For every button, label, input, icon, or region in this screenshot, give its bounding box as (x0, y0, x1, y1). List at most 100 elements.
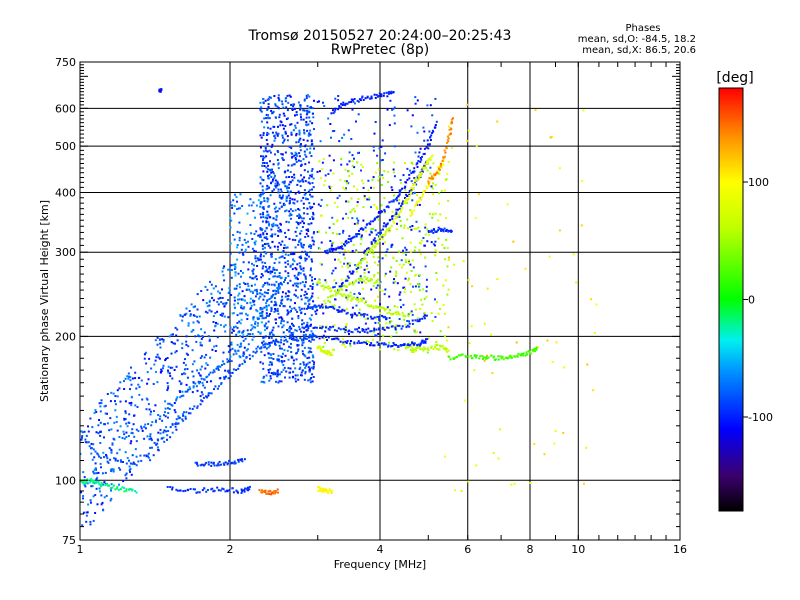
echo-point (282, 320, 285, 323)
echo-point (302, 109, 305, 112)
echo-point (376, 315, 379, 318)
echo-point (395, 213, 398, 216)
echo-point (259, 228, 262, 231)
echo-point (392, 91, 395, 94)
echo-point (98, 402, 101, 405)
echo-point (396, 324, 399, 327)
echo-point (399, 211, 402, 214)
echo-point (513, 482, 516, 485)
echo-point (303, 284, 306, 287)
echo-point (266, 131, 269, 134)
stats-x-mode: mean, sd,X: 86.5, 20.6 (582, 45, 696, 56)
echo-point (378, 340, 381, 343)
echo-point (385, 91, 388, 94)
echo-point (112, 484, 115, 487)
echo-point (387, 344, 390, 347)
echo-point (347, 276, 350, 279)
echo-point (300, 371, 303, 374)
echo-point (212, 299, 215, 302)
echo-point (309, 381, 312, 384)
echo-point (282, 305, 285, 308)
echo-point (316, 101, 319, 103)
echo-point (214, 324, 217, 327)
echo-point (174, 411, 177, 414)
echo-point (331, 489, 334, 492)
echo-point (343, 133, 346, 136)
echo-point (412, 171, 415, 174)
echo-point (413, 328, 416, 331)
echo-point (150, 439, 153, 442)
echo-point (265, 188, 268, 191)
echo-point (326, 339, 328, 341)
echo-point (292, 201, 295, 204)
echo-point (372, 284, 375, 287)
echo-point (366, 304, 369, 307)
echo-point (125, 489, 128, 492)
echo-point (310, 258, 313, 261)
echo-point (338, 251, 341, 254)
echo-point (430, 155, 433, 158)
echo-point (285, 186, 288, 189)
echo-point (376, 280, 379, 283)
echo-point (406, 324, 409, 327)
echo-point (306, 362, 309, 365)
echo-point (404, 323, 407, 326)
echo-point (356, 330, 359, 333)
echo-point (299, 266, 302, 269)
echo-point (272, 268, 275, 271)
echo-point (414, 96, 417, 99)
echo-point (311, 338, 314, 341)
echo-point (435, 272, 438, 274)
echo-point (331, 130, 334, 133)
echo-point (393, 106, 396, 109)
echo-point (384, 274, 387, 277)
echo-point (395, 311, 398, 314)
echo-point (320, 350, 323, 353)
echo-point (267, 490, 270, 493)
echo-point (307, 223, 310, 225)
echo-point (271, 333, 274, 336)
echo-point (262, 157, 265, 160)
echo-point (323, 184, 326, 187)
echo-point (91, 485, 94, 488)
echo-point (258, 292, 261, 295)
echo-point (372, 344, 375, 347)
echo-point (200, 377, 203, 380)
echo-point (276, 287, 279, 289)
echo-point (267, 198, 270, 201)
echo-point (89, 480, 92, 483)
echo-point (349, 342, 352, 345)
echo-point (289, 190, 292, 193)
echo-point (230, 360, 233, 363)
echo-point (275, 206, 278, 209)
echo-point (205, 376, 208, 379)
echo-point (406, 218, 409, 221)
y-tick-label: 300 (55, 246, 76, 259)
echo-point (149, 446, 152, 449)
echo-point (410, 190, 413, 193)
echo-point (218, 460, 221, 463)
echo-point (172, 342, 175, 345)
echo-point (283, 138, 286, 141)
echo-point (95, 431, 98, 434)
echo-point (92, 519, 95, 522)
echo-point (144, 423, 147, 426)
echo-point (393, 221, 396, 224)
echo-point (311, 182, 314, 184)
echo-point (415, 183, 418, 186)
echo-point (378, 260, 381, 263)
echo-point (317, 281, 320, 284)
y-tick-label: 200 (55, 330, 76, 343)
chart-subtitle: RwPretec (8p) (331, 42, 429, 58)
echo-point (243, 346, 246, 349)
echo-point (369, 223, 372, 226)
echo-point (323, 337, 326, 340)
echo-point (395, 208, 398, 211)
echo-point (546, 339, 549, 342)
echo-point (256, 345, 259, 348)
echo-point (306, 357, 309, 360)
echo-point (367, 179, 370, 182)
echo-point (274, 303, 277, 306)
echo-point (261, 285, 264, 288)
echo-point (270, 228, 273, 231)
